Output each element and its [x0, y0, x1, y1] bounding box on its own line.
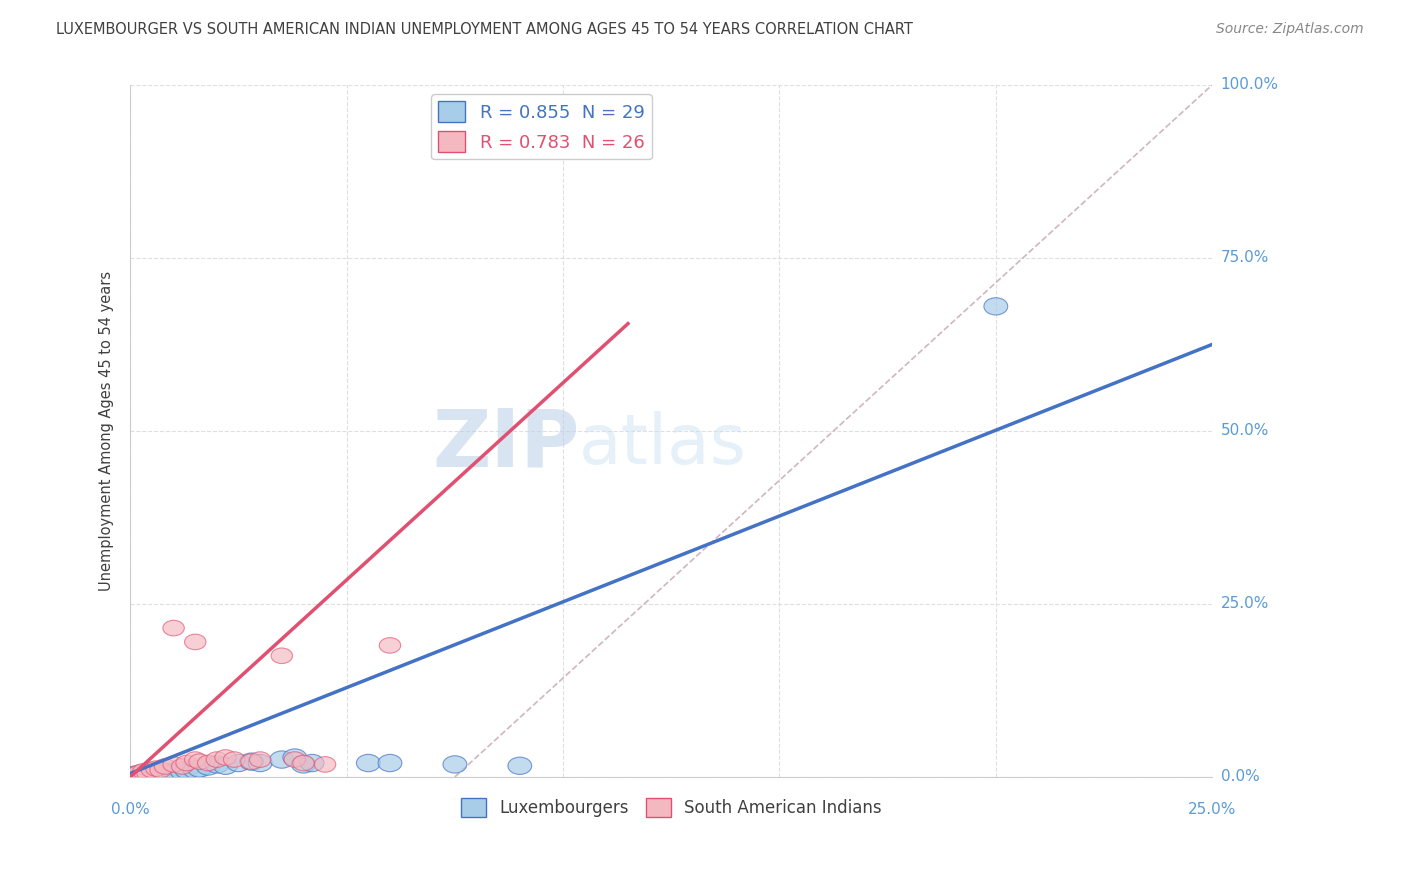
- Ellipse shape: [380, 638, 401, 653]
- Ellipse shape: [284, 752, 305, 767]
- Text: 25.0%: 25.0%: [1188, 802, 1236, 817]
- Ellipse shape: [163, 620, 184, 636]
- Ellipse shape: [197, 756, 219, 771]
- Text: 0.0%: 0.0%: [1220, 770, 1260, 784]
- Ellipse shape: [153, 764, 177, 782]
- Ellipse shape: [162, 764, 186, 781]
- Ellipse shape: [136, 765, 159, 781]
- Y-axis label: Unemployment Among Ages 45 to 54 years: Unemployment Among Ages 45 to 54 years: [100, 271, 114, 591]
- Text: 75.0%: 75.0%: [1220, 251, 1268, 266]
- Ellipse shape: [315, 756, 336, 772]
- Ellipse shape: [124, 767, 145, 782]
- Ellipse shape: [122, 766, 146, 783]
- Ellipse shape: [157, 764, 181, 780]
- Ellipse shape: [283, 749, 307, 766]
- Ellipse shape: [197, 758, 221, 775]
- Ellipse shape: [170, 763, 194, 780]
- Ellipse shape: [141, 762, 163, 778]
- Ellipse shape: [188, 754, 211, 770]
- Ellipse shape: [184, 752, 205, 767]
- Ellipse shape: [150, 762, 172, 778]
- Text: LUXEMBOURGER VS SOUTH AMERICAN INDIAN UNEMPLOYMENT AMONG AGES 45 TO 54 YEARS COR: LUXEMBOURGER VS SOUTH AMERICAN INDIAN UN…: [56, 22, 912, 37]
- Ellipse shape: [226, 755, 250, 772]
- Text: atlas: atlas: [579, 411, 747, 478]
- Text: 25.0%: 25.0%: [1220, 597, 1268, 611]
- Ellipse shape: [184, 634, 205, 649]
- Ellipse shape: [301, 755, 323, 772]
- Ellipse shape: [240, 754, 262, 770]
- Ellipse shape: [145, 764, 169, 782]
- Text: ZIP: ZIP: [432, 406, 579, 483]
- Ellipse shape: [224, 752, 245, 767]
- Ellipse shape: [270, 751, 294, 768]
- Ellipse shape: [174, 761, 198, 779]
- Ellipse shape: [136, 766, 159, 783]
- Ellipse shape: [249, 752, 271, 767]
- Ellipse shape: [146, 761, 167, 776]
- Ellipse shape: [183, 761, 207, 779]
- Legend: Luxembourgers, South American Indians: Luxembourgers, South American Indians: [454, 791, 889, 824]
- Ellipse shape: [172, 759, 193, 774]
- Ellipse shape: [249, 755, 271, 772]
- Ellipse shape: [132, 764, 155, 779]
- Ellipse shape: [149, 764, 173, 781]
- Ellipse shape: [378, 755, 402, 772]
- Ellipse shape: [131, 764, 155, 782]
- Ellipse shape: [205, 756, 229, 773]
- Ellipse shape: [292, 756, 314, 771]
- Ellipse shape: [141, 765, 165, 783]
- Ellipse shape: [443, 756, 467, 773]
- Ellipse shape: [214, 757, 238, 774]
- Ellipse shape: [155, 759, 176, 774]
- Text: Source: ZipAtlas.com: Source: ZipAtlas.com: [1216, 22, 1364, 37]
- Text: 100.0%: 100.0%: [1220, 78, 1278, 93]
- Text: 0.0%: 0.0%: [111, 802, 149, 817]
- Ellipse shape: [176, 756, 197, 771]
- Ellipse shape: [127, 765, 150, 783]
- Ellipse shape: [291, 756, 315, 773]
- Ellipse shape: [239, 753, 263, 771]
- Ellipse shape: [215, 749, 236, 765]
- Ellipse shape: [508, 757, 531, 774]
- Ellipse shape: [271, 648, 292, 664]
- Ellipse shape: [984, 298, 1008, 315]
- Text: 50.0%: 50.0%: [1220, 424, 1268, 438]
- Ellipse shape: [187, 760, 211, 777]
- Ellipse shape: [163, 756, 184, 772]
- Ellipse shape: [357, 755, 380, 772]
- Ellipse shape: [128, 765, 149, 780]
- Ellipse shape: [207, 752, 228, 767]
